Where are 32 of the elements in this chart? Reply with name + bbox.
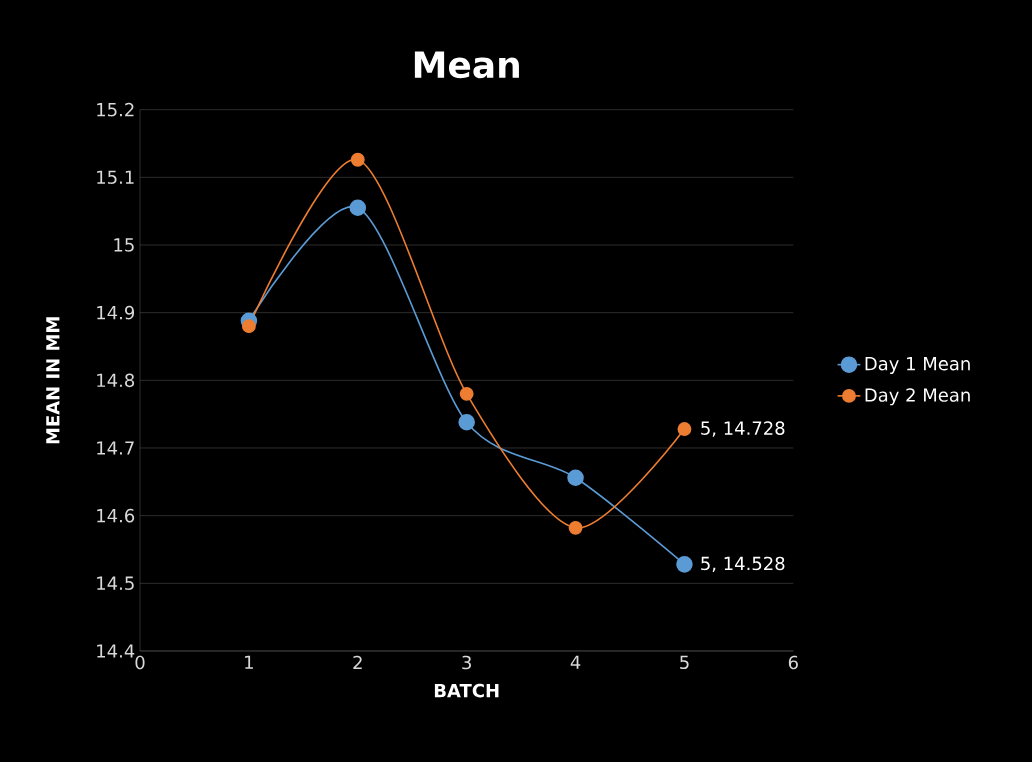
- y-tick-label: 14.9: [97, 305, 135, 320]
- point: [459, 386, 474, 401]
- x-axis-title: BATCH: [434, 683, 499, 698]
- y-tick-label: 14.5: [97, 576, 134, 590]
- legend-label: Day 1 Mean: [865, 357, 970, 374]
- x-tick-label: 0: [135, 655, 145, 670]
- point: [350, 152, 365, 167]
- y-tick-label: 14.4: [97, 644, 135, 658]
- point: [567, 469, 584, 487]
- y-axis-title: MEAN IN MM: [46, 317, 60, 444]
- legend-label: Day 2 Mean: [865, 388, 970, 406]
- x-tick-label: 5: [680, 655, 689, 670]
- x-tick-label: 4: [570, 655, 581, 669]
- annotation: 5, 14.528: [701, 556, 785, 573]
- point: [458, 414, 475, 431]
- chart-title: Mean: [414, 51, 519, 79]
- point: [677, 422, 692, 436]
- x-tick-label: 1: [245, 655, 253, 669]
- x-tick-label: 2: [353, 655, 362, 670]
- y-tick-label: 15.2: [97, 102, 134, 117]
- y-tick-label: 14.8: [97, 373, 135, 388]
- annotation: 5, 14.728: [701, 421, 785, 437]
- y-tick-label: 14.7: [97, 441, 134, 455]
- y-tick-label: 15: [114, 238, 134, 252]
- y-tick-label: 14.6: [97, 508, 135, 523]
- x-tick-label: 3: [462, 655, 471, 670]
- point: [676, 556, 693, 573]
- point: [241, 319, 256, 334]
- x-tick-label: 6: [788, 655, 798, 670]
- y-tick-label: 15.1: [97, 170, 134, 185]
- point: [568, 520, 583, 535]
- point: [349, 199, 367, 217]
